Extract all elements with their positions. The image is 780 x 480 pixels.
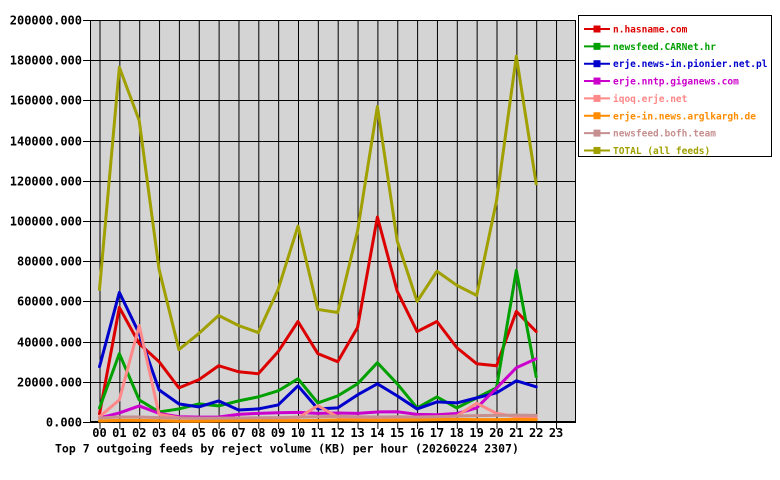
legend-label: TOTAL (all feeds) <box>613 146 710 157</box>
legend-marker <box>593 112 601 120</box>
y-axis-label: 20000.000 <box>17 376 82 390</box>
legend-item: iqoq.erje.net <box>584 94 687 105</box>
legend-marker <box>593 129 601 137</box>
legend-marker <box>593 25 601 33</box>
legend-label: erje.nntp.giganews.com <box>613 77 739 88</box>
x-axis-label: 16 <box>410 426 424 440</box>
legend-box <box>578 15 772 157</box>
y-axis-label: 60000.000 <box>17 295 82 309</box>
y-axis-label: 200000.000 <box>10 14 82 28</box>
y-axis-label: 180000.000 <box>10 54 82 68</box>
legend-marker <box>593 42 601 50</box>
series-line-newsfeed-bofh-team <box>98 413 538 420</box>
y-axis-label: 80000.000 <box>17 255 82 269</box>
x-axis-label: 23 <box>549 426 563 440</box>
legend-item: newsfeed.bofh.team <box>584 129 716 140</box>
legend-marker <box>593 60 601 68</box>
x-axis-label: 21 <box>509 426 523 440</box>
y-axis-label: 0.000 <box>46 416 82 430</box>
x-axis-label: 22 <box>529 426 543 440</box>
x-axis-label: 07 <box>231 426 245 440</box>
x-axis: 00 01 02 03 04 05 06 07 08 09 10 11 12 13 14 15 16 17 18 19… <box>92 422 563 440</box>
legend-label: erje.news-in.pionier.net.pl <box>613 59 768 70</box>
legend-item: erje.news-in.pionier.net.pl <box>584 59 768 70</box>
legend-item: newsfeed.CARNet.hr <box>584 42 716 53</box>
x-axis-label: 17 <box>430 426 444 440</box>
legend-label: n.hasname.com <box>613 25 688 36</box>
x-axis-label: 08 <box>251 426 265 440</box>
y-axis-label: 120000.000 <box>10 175 82 189</box>
legend-marker <box>593 94 601 102</box>
x-axis-label: 14 <box>370 426 384 440</box>
x-axis-label: 12 <box>330 426 344 440</box>
y-axis-label: 140000.000 <box>10 135 82 149</box>
x-axis-label: 00 <box>92 426 106 440</box>
x-axis-label: 13 <box>350 426 364 440</box>
x-axis-label: 02 <box>132 426 146 440</box>
legend-item: erje-in.news.arglkargh.de <box>584 111 756 122</box>
series-line-erje-in-news-arglkargh-de <box>98 417 538 423</box>
series-line-newsfeed-carnet-hr <box>98 268 538 414</box>
chart-title: Top 7 outgoing feeds by reject volume (K… <box>55 442 519 456</box>
legend-item: n.hasname.com <box>584 25 688 36</box>
legend-label: newsfeed.bofh.team <box>613 129 716 140</box>
x-axis-label: 19 <box>469 426 483 440</box>
series-line-n-hasname-com <box>98 215 538 416</box>
x-axis-label: 04 <box>172 426 186 440</box>
legend-label: erje-in.news.arglkargh.de <box>613 111 756 122</box>
y-axis-label: 160000.000 <box>10 94 82 108</box>
x-axis-label: 03 <box>152 426 166 440</box>
x-axis-label: 11 <box>311 426 325 440</box>
x-axis-label: 09 <box>271 426 285 440</box>
legend: n.hasname.com newsfeed.CARNet.hr erje.news… <box>578 15 772 157</box>
series-lines <box>98 54 538 423</box>
y-axis: 0.000 20000.000 40000.000 60000.000 80000.00… <box>10 14 90 430</box>
legend-label: iqoq.erje.net <box>613 94 687 105</box>
y-axis-label: 100000.000 <box>10 215 82 229</box>
x-axis-label: 01 <box>112 426 126 440</box>
x-axis-label: 05 <box>192 426 206 440</box>
y-axis-label: 40000.000 <box>17 336 82 350</box>
legend-label: newsfeed.CARNet.hr <box>613 42 716 53</box>
x-axis-label: 18 <box>450 426 464 440</box>
x-axis-label: 10 <box>291 426 305 440</box>
series-line-total-all-feeds- <box>98 54 538 352</box>
series-line-erje-news-in-pionier-net-pl <box>98 290 538 412</box>
x-axis-label: 06 <box>211 426 225 440</box>
x-axis-label: 20 <box>489 426 503 440</box>
x-axis-label: 15 <box>390 426 404 440</box>
legend-marker <box>593 146 601 154</box>
legend-marker <box>593 77 601 85</box>
legend-item: TOTAL (all feeds) <box>584 146 710 157</box>
legend-item: erje.nntp.giganews.com <box>584 77 739 88</box>
